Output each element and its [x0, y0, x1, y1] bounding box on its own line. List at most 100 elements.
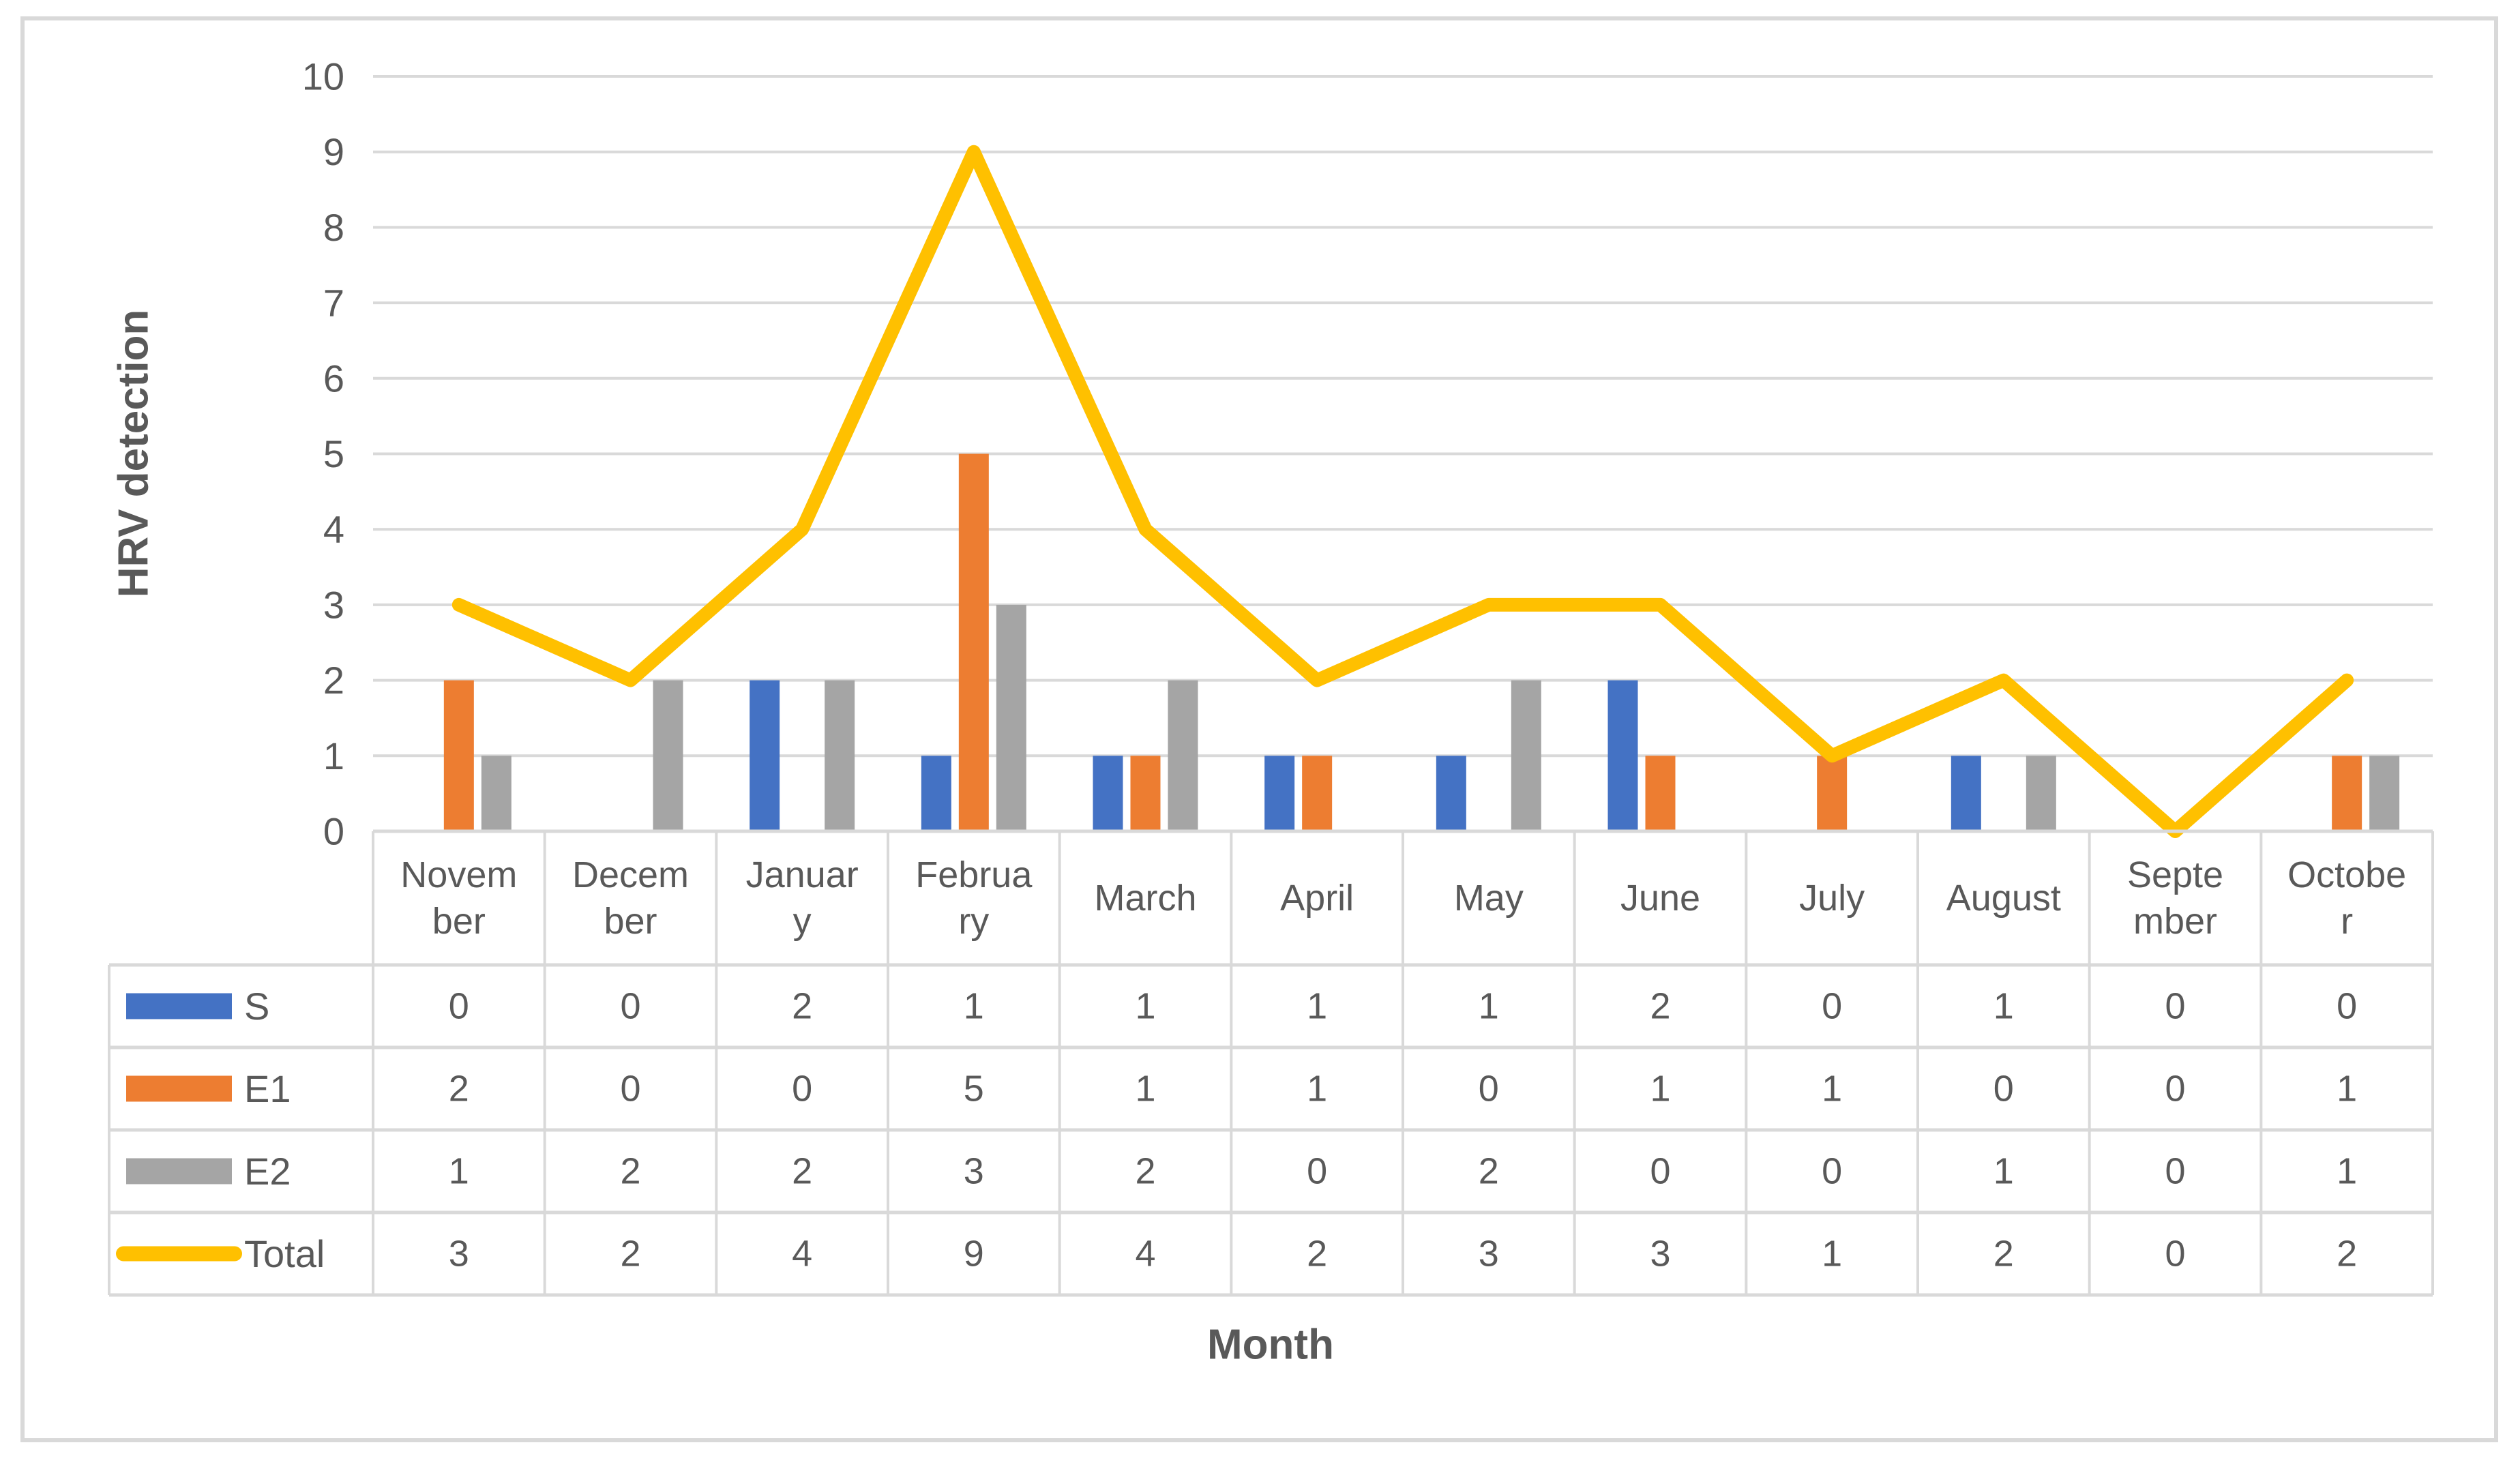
cell-S-December: 0 [620, 986, 640, 1027]
bar-E1-April [1302, 756, 1333, 831]
bar-E1-June [1645, 756, 1676, 831]
cell-E1-December: 0 [620, 1069, 640, 1109]
y-tick-0: 0 [323, 810, 344, 853]
y-tick-1: 1 [323, 734, 344, 777]
month-header-October-line1: Octobe [2287, 854, 2406, 895]
legend-swatch-S [126, 993, 232, 1019]
cell-E1-October: 1 [2337, 1069, 2357, 1109]
cell-S-September: 0 [2165, 986, 2185, 1027]
y-tick-4: 4 [323, 508, 344, 551]
cell-E2-November: 1 [449, 1151, 469, 1192]
cell-E2-February: 3 [964, 1151, 984, 1192]
cell-S-January: 2 [792, 986, 812, 1027]
bar-E2-February [996, 604, 1026, 831]
y-tick-5: 5 [323, 432, 344, 475]
cell-E1-June: 1 [1650, 1069, 1670, 1109]
month-header-November-line2: ber [432, 901, 486, 942]
y-tick-7: 7 [323, 282, 344, 325]
line-Total [451, 145, 2354, 838]
bar-E1-October [2332, 756, 2362, 831]
month-header-May: May [1454, 878, 1524, 919]
cell-E2-July: 0 [1822, 1151, 1842, 1192]
y-axis-title: HRV detection [110, 310, 158, 598]
month-header-June: June [1620, 878, 1700, 919]
cell-Total-January: 4 [792, 1234, 812, 1275]
cell-E1-May: 0 [1479, 1069, 1499, 1109]
cell-E2-June: 0 [1650, 1151, 1670, 1192]
cell-S-July: 0 [1822, 986, 1842, 1027]
legend-label-E1: E1 [244, 1067, 291, 1110]
bar-E2-December [653, 680, 683, 831]
data-table: Novem ber Decem ber Januar y Februa ry March Apri… [108, 829, 2434, 1297]
cell-E2-April: 0 [1307, 1151, 1327, 1192]
total-line-series [451, 145, 2354, 838]
month-header-August: August [1946, 878, 2061, 919]
cell-E1-August: 0 [1993, 1069, 2014, 1109]
bar-S-April [1264, 756, 1295, 831]
bar-S-June [1607, 680, 1638, 831]
cell-E1-July: 1 [1822, 1069, 1842, 1109]
month-header-December-line2: ber [604, 901, 657, 942]
bar-E1-February [958, 453, 989, 831]
month-header-October-line2: r [2341, 901, 2353, 942]
month-header-February-line2: ry [958, 901, 989, 942]
month-header-March: March [1094, 878, 1196, 919]
figure-border [20, 16, 2498, 1442]
cell-E1-January: 0 [792, 1069, 812, 1109]
cell-Total-December: 2 [620, 1234, 640, 1275]
month-header-September-line1: Septe [2127, 854, 2223, 895]
month-header-January-line2: y [793, 901, 812, 942]
bar-S-January [750, 680, 780, 831]
legend-swatch-E2 [126, 1158, 232, 1185]
legend-label-Total: Total [244, 1232, 325, 1275]
bar-E2-May [1511, 680, 1541, 831]
cell-E1-February: 5 [964, 1069, 984, 1109]
cell-Total-November: 3 [449, 1234, 469, 1275]
cell-E2-March: 2 [1135, 1151, 1155, 1192]
cell-S-June: 2 [1650, 986, 1670, 1027]
bar-E2-January [825, 680, 855, 831]
bar-E2-November [481, 756, 512, 831]
y-tick-9: 9 [323, 130, 344, 173]
bar-E1-November [443, 680, 474, 831]
y-tick-6: 6 [323, 357, 344, 400]
bar-E1-March [1130, 756, 1161, 831]
cell-S-March: 1 [1135, 986, 1155, 1027]
bar-S-May [1436, 756, 1466, 831]
cell-E1-September: 0 [2165, 1069, 2185, 1109]
month-header-April: April [1280, 878, 1354, 919]
legend-label-E2: E2 [244, 1150, 291, 1193]
bar-S-March [1093, 756, 1123, 831]
cell-S-August: 1 [1993, 986, 2014, 1027]
y-tick-2: 2 [323, 659, 344, 702]
legend-label-S: S [244, 985, 269, 1028]
cell-Total-July: 1 [1822, 1234, 1842, 1275]
cell-Total-June: 3 [1650, 1234, 1670, 1275]
cell-S-February: 1 [964, 986, 984, 1027]
cell-S-April: 1 [1307, 986, 1327, 1027]
cell-E2-August: 1 [1993, 1151, 2014, 1192]
cell-S-November: 0 [449, 986, 469, 1027]
cell-Total-September: 0 [2165, 1234, 2185, 1275]
x-axis-title: Month [1207, 1322, 1334, 1369]
cell-E2-December: 2 [620, 1151, 640, 1192]
cell-Total-March: 4 [1135, 1234, 1155, 1275]
cell-S-October: 0 [2337, 986, 2357, 1027]
bar-E2-August [2026, 756, 2056, 831]
cell-E1-April: 1 [1307, 1069, 1327, 1109]
cell-Total-April: 2 [1307, 1234, 1327, 1275]
bar-series [443, 453, 2400, 831]
cell-E2-September: 0 [2165, 1151, 2185, 1192]
y-tick-10: 10 [302, 55, 344, 98]
month-header-July: July [1799, 878, 1865, 919]
month-header-November-line1: Novem [400, 854, 517, 895]
cell-E1-November: 2 [449, 1069, 469, 1109]
y-tick-3: 3 [323, 583, 344, 626]
cell-E1-March: 1 [1135, 1069, 1155, 1109]
bar-S-February [921, 756, 951, 831]
legend-swatch-E1 [126, 1075, 232, 1102]
cell-Total-August: 2 [1993, 1234, 2014, 1275]
cell-Total-May: 3 [1479, 1234, 1499, 1275]
month-header-September-line2: mber [2133, 901, 2217, 942]
